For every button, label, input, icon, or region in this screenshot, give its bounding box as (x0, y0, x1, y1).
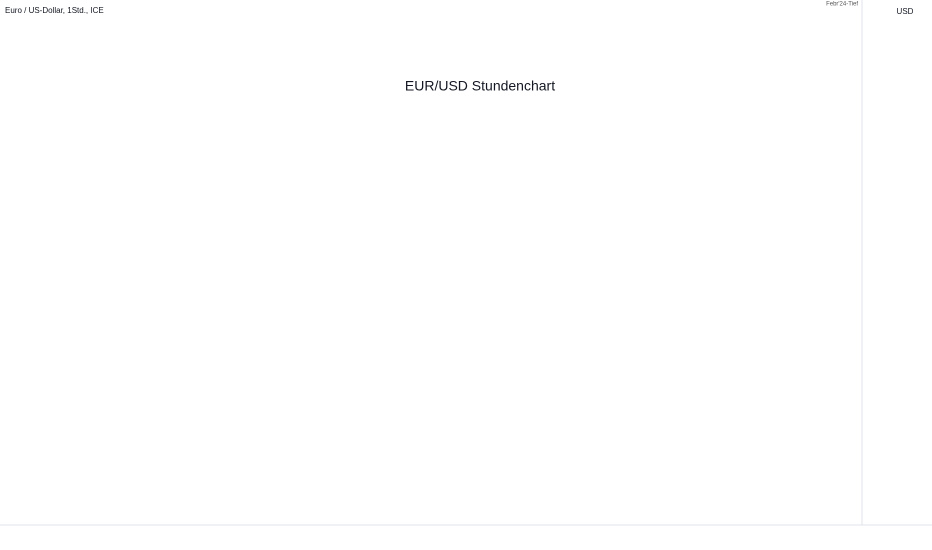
top-note: Febr'24-Tief (826, 2, 858, 8)
axis-layer: USD Febr'24-Tief (826, 2, 914, 17)
chart-subtitle: Euro / US-Dollar, 1Std., ICE (5, 6, 104, 15)
y-axis-label: USD (897, 7, 914, 16)
chart-title: EUR/USD Stundenchart (405, 78, 555, 94)
overlay-layer: EUR/USD Stundenchart Euro / US-Dollar, 1… (5, 6, 555, 94)
